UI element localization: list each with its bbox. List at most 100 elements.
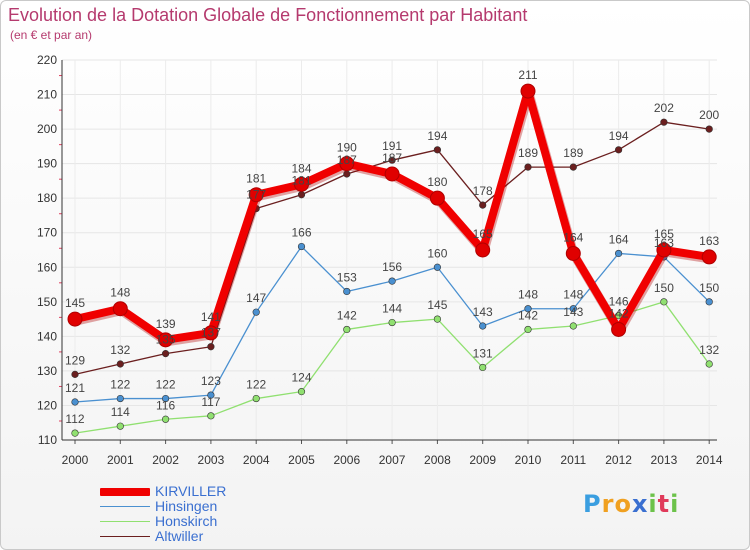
data-point-honskirch: [388, 318, 396, 327]
data-label-honskirch: 146: [609, 295, 629, 309]
data-label-hinsingen: 164: [609, 232, 629, 246]
y-tick-label: 130: [37, 364, 57, 378]
data-point-honskirch: [116, 422, 124, 430]
proxiti-logo: Proxiti: [583, 490, 679, 518]
x-tick-label: 2009: [469, 453, 496, 467]
legend-swatch-hinsingen: [100, 506, 150, 507]
data-label-altwiller: 200: [699, 108, 719, 122]
legend-label-hinsingen: Hinsingen: [155, 498, 218, 514]
data-point-hinsingen: [207, 391, 215, 399]
data-point-kirviller: [384, 166, 400, 182]
x-tick-label: 2014: [696, 453, 723, 467]
data-label-kirviller: 163: [699, 234, 719, 248]
data-point-hinsingen: [297, 242, 306, 251]
line-chart: 110 120 130 140 150 160 170 180 190 200 210 220 2000…: [37, 53, 723, 467]
data-label-hinsingen: 148: [518, 288, 538, 302]
data-point-kirviller: [112, 301, 128, 317]
data-point-honskirch: [433, 315, 442, 323]
data-point-kirviller: [339, 156, 355, 172]
data-label-kirviller: 165: [473, 227, 493, 241]
data-point-kirviller: [294, 176, 309, 192]
data-label-hinsingen: 148: [563, 288, 583, 302]
y-tick-label: 220: [37, 53, 57, 67]
axes: 110 120 130 140 150 160 170 180 190 200 210 220 2000…: [37, 53, 723, 467]
data-label-altwiller: 135: [156, 333, 176, 347]
data-label-altwiller: 187: [337, 153, 357, 167]
data-point-kirviller: [67, 311, 83, 327]
logo-letter: o: [614, 490, 632, 518]
data-point-hinsingen: [71, 398, 79, 406]
data-point-altwiller: [705, 125, 713, 133]
y-tick-label: 120: [37, 398, 57, 412]
y-tick-label: 190: [37, 157, 57, 171]
x-tick-label: 2011: [560, 453, 586, 467]
logo-letter: x: [631, 490, 649, 518]
data-label-hinsingen: 156: [382, 260, 402, 274]
y-tick-label: 170: [37, 226, 57, 240]
y-tick-label: 160: [37, 260, 57, 274]
data-label-altwiller: 189: [518, 146, 538, 160]
data-label-kirviller: 164: [563, 230, 583, 244]
data-label-altwiller: 191: [382, 139, 402, 153]
data-label-altwiller: 137: [201, 326, 221, 340]
data-point-altwiller: [297, 191, 306, 199]
data-point-altwiller: [569, 163, 577, 171]
data-label-kirviller: 165: [654, 227, 674, 241]
data-point-kirviller: [475, 242, 491, 258]
chart-subtitle: (en € et par an): [10, 28, 93, 42]
x-tick-label: 2012: [605, 453, 632, 467]
data-label-honskirch: 114: [111, 405, 130, 419]
data-label-honskirch: 150: [654, 281, 674, 295]
legend-swatch-kirviller: [100, 488, 150, 496]
data-label-kirviller: 141: [201, 310, 221, 324]
y-tick-label: 110: [38, 433, 57, 447]
data-label-altwiller: 189: [563, 146, 583, 160]
data-label-kirviller: 190: [337, 141, 357, 155]
data-label-kirviller: 181: [246, 172, 266, 186]
data-point-honskirch: [569, 322, 577, 330]
data-label-hinsingen: 153: [337, 270, 357, 284]
data-point-kirviller: [520, 83, 536, 99]
data-label-kirviller: 139: [156, 317, 176, 331]
data-label-honskirch: 131: [473, 346, 493, 360]
data-point-kirviller: [656, 242, 672, 258]
data-label-honskirch: 112: [65, 412, 84, 426]
data-label-hinsingen: 147: [246, 291, 266, 305]
data-label-honskirch: 124: [291, 371, 311, 385]
logo-letter: r: [601, 490, 615, 518]
logo-letter: P: [583, 490, 602, 518]
data-label-kirviller: 187: [382, 151, 402, 165]
data-point-honskirch: [479, 363, 487, 372]
y-tick-label: 140: [37, 329, 57, 343]
data-point-kirviller: [701, 249, 717, 265]
y-tick-label: 150: [37, 295, 57, 309]
data-point-altwiller: [479, 201, 487, 209]
x-tick-label: 2007: [379, 453, 406, 467]
data-point-honskirch: [297, 388, 306, 396]
legend-label-honskirch: Honskirch: [155, 513, 218, 529]
data-point-hinsingen: [569, 305, 577, 313]
data-point-honskirch: [343, 325, 351, 334]
data-label-kirviller: 184: [291, 161, 311, 175]
data-point-hinsingen: [388, 277, 396, 285]
data-point-altwiller: [433, 146, 442, 154]
data-label-kirviller: 148: [110, 286, 130, 300]
x-tick-label: 2004: [243, 453, 270, 467]
legend-swatch-altwiller: [100, 536, 150, 537]
data-point-kirviller: [158, 332, 174, 348]
data-point-hinsingen: [162, 394, 170, 403]
data-label-hinsingen: 163: [654, 236, 674, 250]
data-label-altwiller: 178: [473, 184, 493, 198]
data-point-hinsingen: [614, 249, 623, 258]
data-point-altwiller: [116, 360, 124, 368]
y-tick-label: 180: [37, 191, 57, 205]
data-point-altwiller: [614, 146, 623, 154]
data-point-kirviller: [248, 187, 264, 203]
data-label-hinsingen: 122: [156, 378, 176, 392]
logo-letter: i: [648, 490, 658, 518]
data-point-kirviller: [429, 190, 445, 206]
y-tick-label: 210: [37, 88, 57, 102]
data-label-kirviller: 142: [609, 306, 629, 320]
data-label-hinsingen: 123: [201, 374, 221, 388]
